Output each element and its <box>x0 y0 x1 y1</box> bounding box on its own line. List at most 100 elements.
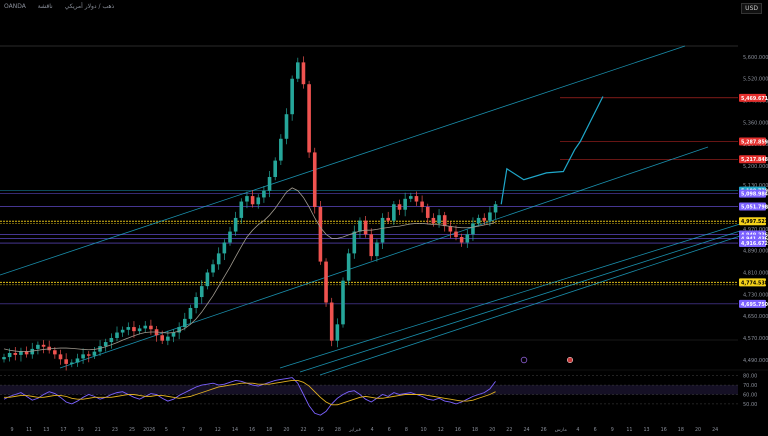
rsi-tick-label-1: 70.00 <box>743 383 757 389</box>
candle-body-9 <box>53 350 57 355</box>
y-tick-label-14: 4,490.000 <box>743 358 768 364</box>
price-label-11: 4,695.750 <box>741 302 768 308</box>
candle-body-84 <box>476 217 481 224</box>
candle-body-11 <box>64 359 68 364</box>
rsi-tick-label-0: 80.00 <box>743 374 757 380</box>
candle-body-52 <box>296 62 300 79</box>
currency-button[interactable]: USD <box>741 3 762 14</box>
y-tick-label-1: 5,520.000 <box>743 77 768 83</box>
x-tick-label-40: 20 <box>695 427 701 433</box>
price-label-bg-6 <box>739 217 766 226</box>
x-tick-label-39: 18 <box>678 427 684 433</box>
instrument-title: ذهب / دولار أمريكي <box>64 3 115 10</box>
candle-body-78 <box>442 215 447 227</box>
candle-body-66 <box>375 242 379 257</box>
candle-body-38 <box>216 253 221 265</box>
x-tick-label-7: 25 <box>129 427 135 433</box>
y-tick-label-6: 5,130.000 <box>743 183 768 189</box>
rsi-band <box>0 385 738 395</box>
candle-body-49 <box>279 138 283 161</box>
candle-body-24 <box>137 328 142 332</box>
x-tick-label-27: 18 <box>472 427 478 433</box>
candle-body-77 <box>437 215 441 224</box>
x-tick-label-2: 13 <box>43 427 49 433</box>
price-label-bg-11 <box>739 299 766 308</box>
candle-body-82 <box>465 234 470 243</box>
candle-body-3 <box>19 351 23 355</box>
x-tick-label-6: 23 <box>112 427 118 433</box>
x-tick-label-5: 21 <box>95 427 101 433</box>
candle-body-55 <box>312 152 317 207</box>
candle-body-21 <box>120 329 125 333</box>
y-tick-label-3: 5,360.000 <box>743 120 768 126</box>
candle-body-87 <box>493 204 498 213</box>
candle-body-7 <box>41 344 46 347</box>
candle-body-5 <box>30 348 35 355</box>
x-tick-label-19: 28 <box>335 427 341 433</box>
candle-body-75 <box>425 207 430 218</box>
candle-body-56 <box>318 207 323 262</box>
candle-body-12 <box>70 362 74 364</box>
rsi-series-1 <box>4 379 496 406</box>
x-tick-label-4: 19 <box>78 427 84 433</box>
price-label-1: 5,287.859 <box>741 140 768 146</box>
candle-body-39 <box>222 242 227 254</box>
x-tick-label-24: 10 <box>421 427 427 433</box>
x-tick-label-13: 14 <box>232 427 238 433</box>
x-tick-label-28: 20 <box>489 427 495 433</box>
rsi-series-0 <box>3 377 496 416</box>
candle-body-42 <box>239 201 244 218</box>
rsi-tick-label-2: 60.00 <box>743 393 757 399</box>
candle-body-60 <box>341 280 345 325</box>
candle-body-79 <box>448 226 453 232</box>
y-tick-label-13: 4,570.000 <box>743 336 768 342</box>
candle-body-14 <box>81 354 85 359</box>
price-label-bg-10 <box>739 278 766 287</box>
candle-body-43 <box>245 196 249 202</box>
flag-event-icon <box>566 356 574 364</box>
x-tick-label-3: 17 <box>60 427 66 433</box>
y-tick-label-12: 4,650.000 <box>743 314 768 320</box>
x-tick-label-1: 11 <box>26 427 32 433</box>
x-tick-label-29: 22 <box>506 427 512 433</box>
candle-body-64 <box>363 220 368 235</box>
price-label-4: 5,098.984 <box>741 192 768 198</box>
candle-body-19 <box>109 337 114 343</box>
candle-body-62 <box>352 231 357 254</box>
candle-body-0 <box>2 357 6 360</box>
candle-body-50 <box>284 114 289 139</box>
candle-body-26 <box>149 325 153 330</box>
candle-body-32 <box>183 318 187 328</box>
x-tick-label-14: 16 <box>249 427 255 433</box>
price-label-bg-9 <box>739 239 766 248</box>
price-label-bg-4 <box>739 189 766 198</box>
x-tick-label-41: 24 <box>712 427 718 433</box>
candle-body-45 <box>256 197 261 205</box>
price-label-bg-2 <box>739 155 766 164</box>
candle-body-6 <box>36 344 40 349</box>
chart-header: OANDA ذهب / دولار أمريكي ناقشة <box>4 3 124 10</box>
price-label-5: 5,051.798 <box>741 204 768 210</box>
candle-body-31 <box>177 327 181 333</box>
candle-body-20 <box>115 332 119 338</box>
candle-body-18 <box>103 342 108 347</box>
x-tick-label-16: 20 <box>283 427 289 433</box>
candle-body-40 <box>228 231 232 243</box>
candle-body-37 <box>211 264 215 273</box>
x-tick-label-32: مارس <box>555 427 568 433</box>
price-label-0: 5,469.671 <box>741 96 768 102</box>
candle-body-28 <box>160 335 164 341</box>
moving-average-line <box>3 187 496 353</box>
timeframe-label[interactable]: ناقشة <box>37 3 53 10</box>
y-tick-label-11: 4,730.000 <box>743 292 768 298</box>
projection-path <box>500 96 604 205</box>
candle-body-51 <box>290 78 294 115</box>
candle-body-57 <box>324 261 328 303</box>
x-tick-label-10: 7 <box>182 427 185 433</box>
x-tick-label-15: 18 <box>266 427 272 433</box>
candle-body-44 <box>250 196 255 205</box>
candle-body-53 <box>301 62 306 85</box>
symbol-label[interactable]: OANDA <box>4 3 26 10</box>
x-tick-label-23: 8 <box>405 427 408 433</box>
